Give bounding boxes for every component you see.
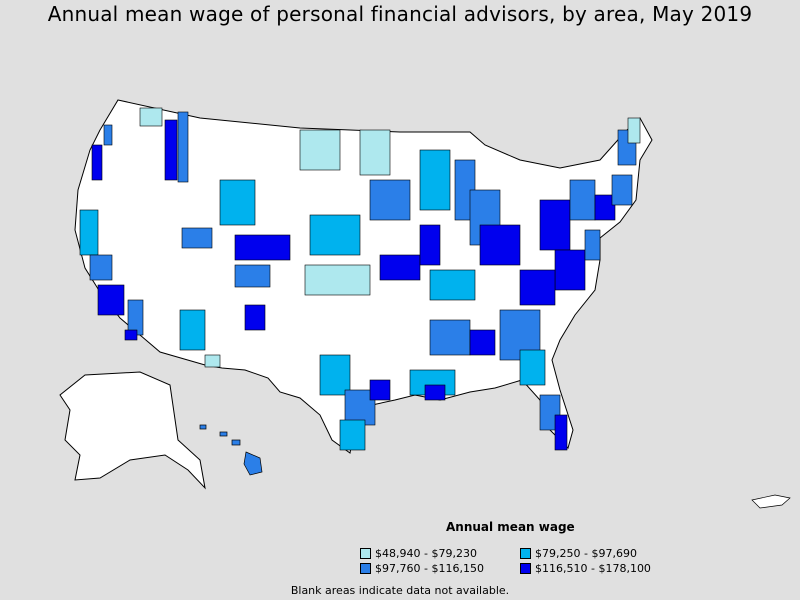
hawaii [199, 424, 263, 476]
legend-swatch-2 [520, 548, 531, 559]
legend-swatch-4 [520, 563, 531, 574]
map-title: Annual mean wage of personal financial a… [47, 2, 753, 26]
legend-label-4: $116,510 - $178,100 [535, 562, 651, 575]
legend-item-4: $116,510 - $178,100 [520, 562, 651, 575]
legend-item-2: $79,250 - $97,690 [520, 547, 637, 560]
legend-label-1: $48,940 - $79,230 [375, 547, 477, 560]
wage-areas [79, 107, 641, 451]
footnote: Blank areas indicate data not available. [290, 584, 510, 597]
legend-item-1: $48,940 - $79,230 [360, 547, 477, 560]
legend-title: Annual mean wage [446, 520, 575, 534]
legend-label-3: $97,760 - $116,150 [375, 562, 484, 575]
puerto-rico [751, 494, 791, 509]
legend-swatch-3 [360, 563, 371, 574]
legend-label-2: $79,250 - $97,690 [535, 547, 637, 560]
legend-swatch-1 [360, 548, 371, 559]
legend-item-3: $97,760 - $116,150 [360, 562, 484, 575]
alaska [59, 371, 206, 490]
